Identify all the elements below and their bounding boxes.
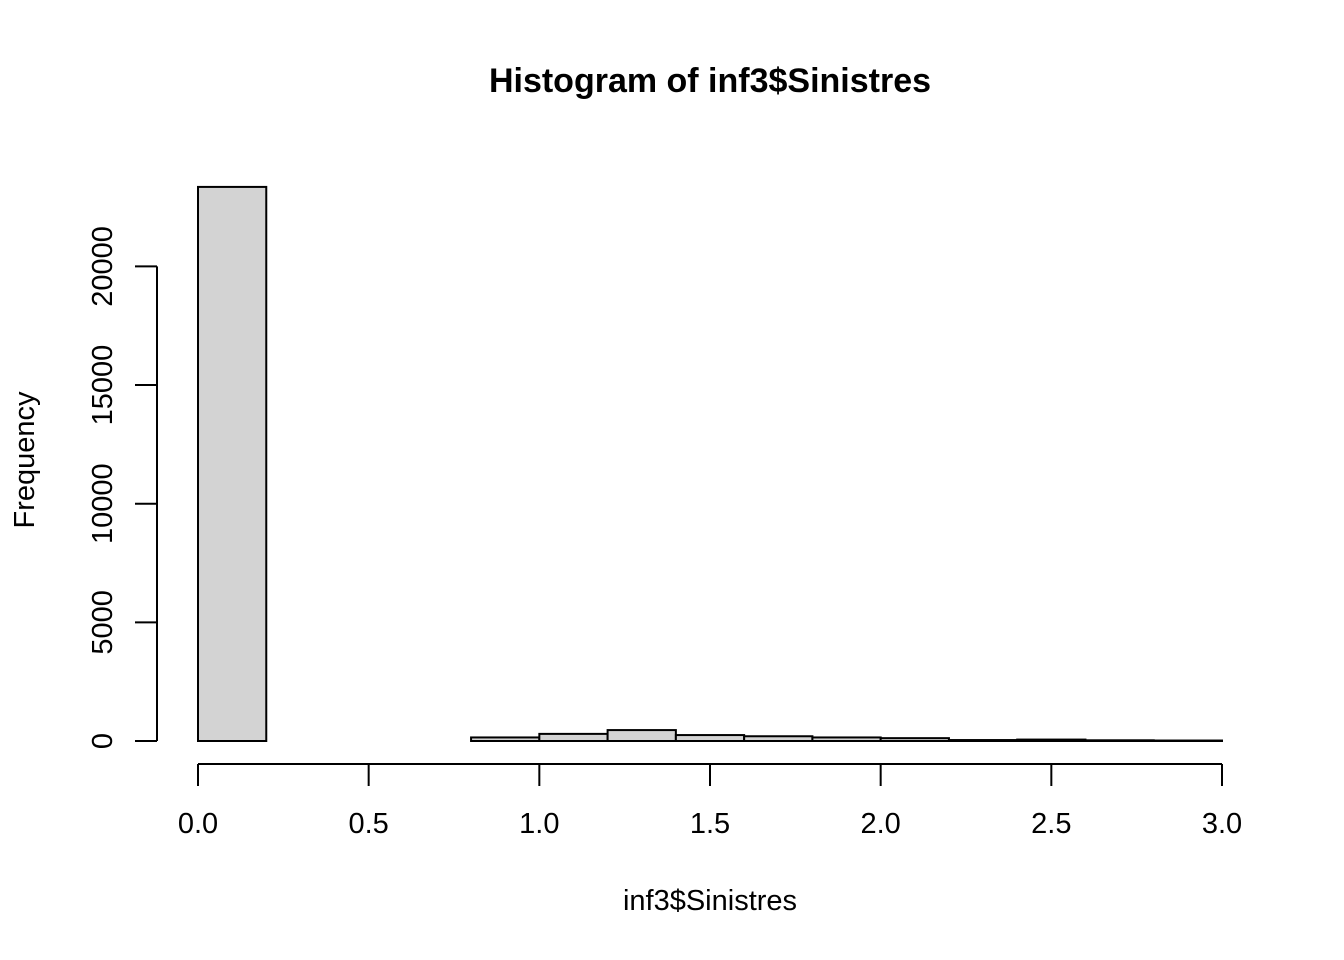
histogram-bar-4: [470, 736, 541, 742]
x-tick-label: 1.0: [519, 808, 559, 840]
histogram-bar-13: [1084, 739, 1155, 742]
x-tick-label: 2.5: [1031, 808, 1071, 840]
histogram-bar-12: [1016, 738, 1087, 743]
histogram-bar-11: [947, 739, 1019, 743]
y-tick-label: 20000: [87, 226, 119, 307]
chart-title: Histogram of inf3$Sinistres: [489, 62, 931, 100]
x-tick-label: 0.5: [349, 808, 389, 840]
histogram-bar-0: [197, 185, 268, 743]
y-tick-label: 5000: [87, 590, 119, 655]
x-axis: 0.0 0.5 1.0 1.5 2.0 2.5 3.0: [178, 763, 1242, 840]
y-tick-label: 10000: [87, 463, 119, 544]
y-tick-label: 0: [87, 733, 119, 749]
histogram-bar-10: [879, 737, 950, 743]
histogram-bar-8: [743, 735, 814, 742]
x-axis-label: inf3$Sinistres: [623, 885, 797, 917]
y-tick-label: 15000: [87, 345, 119, 426]
x-tick-label: 3.0: [1202, 808, 1242, 840]
x-tick-label: 0.0: [178, 808, 218, 840]
x-tick-label: 1.5: [690, 808, 730, 840]
y-axis: 0 5000 10000 15000 20000: [87, 226, 158, 749]
bars-group: [197, 185, 1223, 743]
histogram-bar-6: [606, 729, 677, 742]
y-axis-label: Frequency: [9, 391, 41, 529]
histogram-bar-5: [538, 732, 609, 743]
histogram-bar-9: [811, 736, 882, 742]
x-tick-label: 2.0: [861, 808, 901, 840]
histogram-bar-7: [674, 734, 746, 743]
